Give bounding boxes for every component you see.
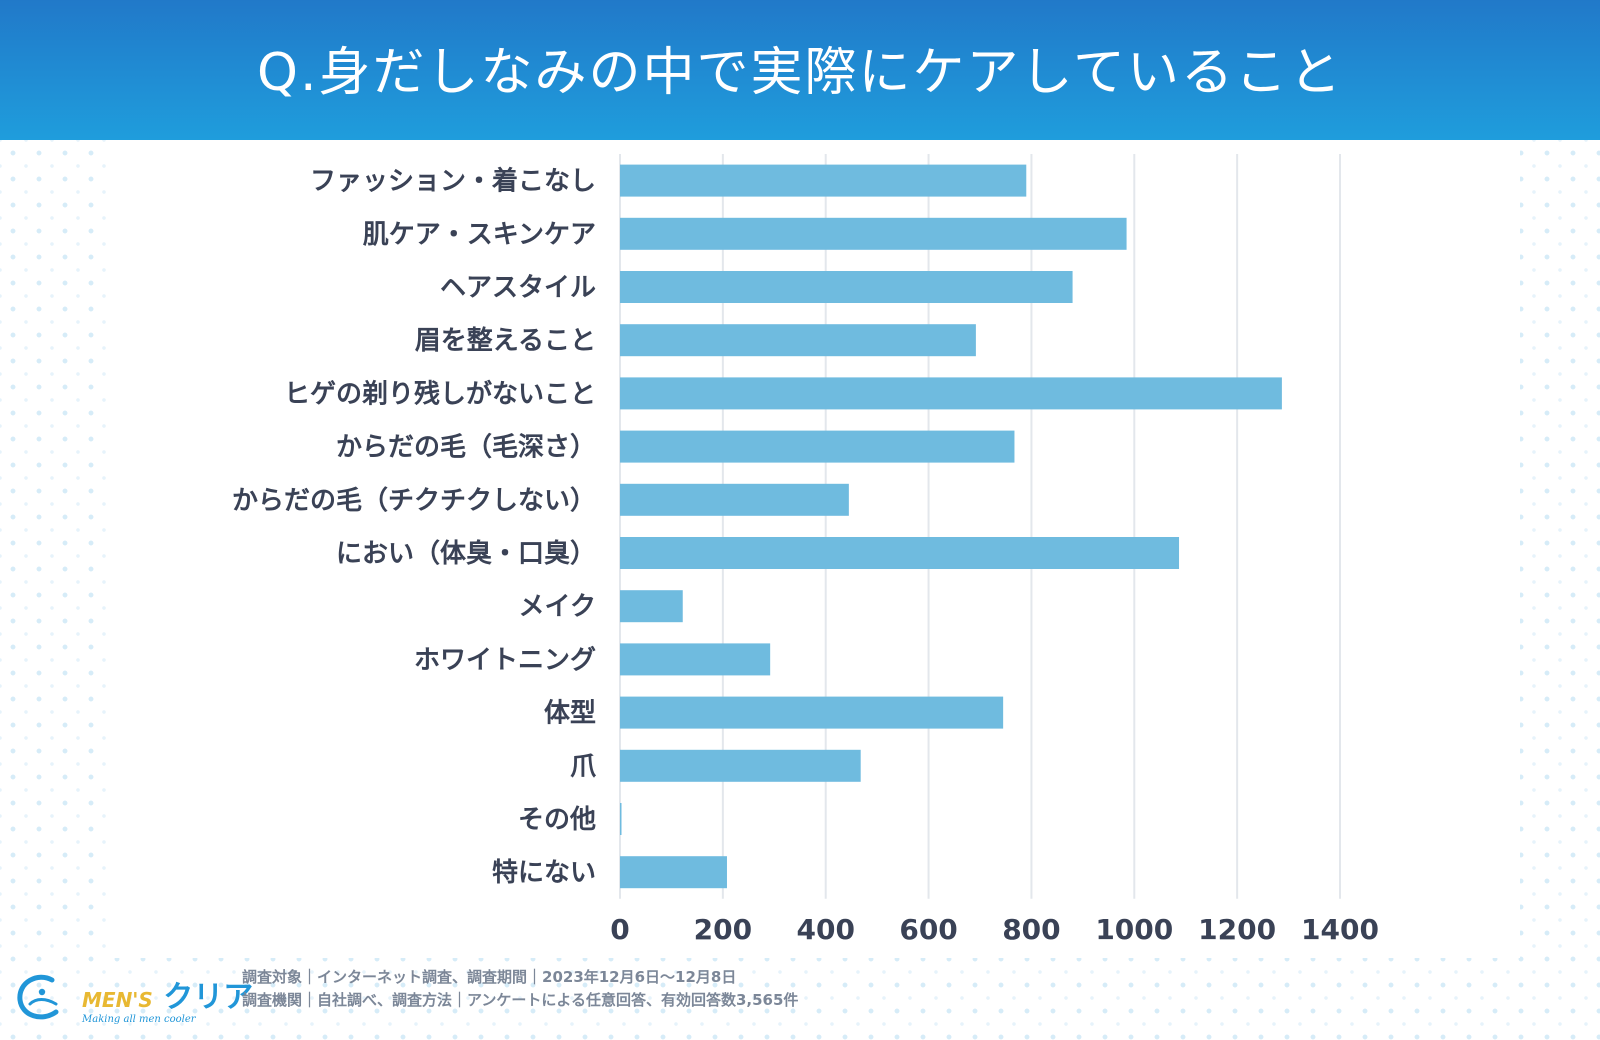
- bar: [620, 271, 1073, 303]
- category-label: からだの毛（チクチクしない）: [232, 486, 596, 516]
- x-tick-label: 800: [1002, 913, 1060, 946]
- category-label: ヒゲの剃り残しがないこと: [284, 378, 596, 409]
- x-tick-label: 400: [796, 913, 854, 946]
- bar-chart: ファッション・着こなし肌ケア・スキンケアヘアスタイル眉を整えることヒゲの剃り残し…: [232, 154, 1379, 946]
- x-tick-label: 600: [899, 913, 957, 946]
- logo-clear: クリア: [163, 980, 254, 1015]
- category-label: ホワイトニング: [414, 645, 596, 675]
- x-tick-label: 200: [694, 913, 752, 946]
- category-label: からだの毛（毛深さ）: [336, 433, 596, 463]
- category-label: 特にない: [492, 857, 596, 888]
- x-tick-label: 1200: [1198, 913, 1276, 946]
- footer: MEN'S クリア Making all men cooler 調査対象｜インタ…: [0, 958, 1600, 1040]
- bar: [620, 856, 727, 889]
- logo-mark-icon: [17, 974, 59, 1020]
- bar: [620, 803, 622, 835]
- bar: [620, 537, 1180, 569]
- category-label: その他: [518, 805, 596, 835]
- bar: [620, 217, 1127, 250]
- bar: [620, 749, 861, 782]
- category-label: 体型: [544, 699, 596, 729]
- page-title: Q.身だしなみの中で実際にケアしていること: [257, 43, 1343, 103]
- category-label: 肌ケア・スキンケア: [363, 220, 596, 250]
- category-label: ヘアスタイル: [440, 273, 596, 303]
- bar: [620, 324, 976, 357]
- bar: [620, 696, 1004, 729]
- survey-notes: 調査対象｜インターネット調査、調査期間｜2023年12月6日〜12月8日 調査機…: [242, 966, 798, 1012]
- survey-note-1: 調査対象｜インターネット調査、調査期間｜2023年12月6日〜12月8日: [242, 968, 737, 986]
- category-label: 爪: [570, 752, 597, 782]
- logo-mens: MEN'S: [82, 988, 153, 1012]
- bar: [620, 430, 1015, 463]
- survey-note-2: 調査機関｜自社調べ、調査方法｜アンケートによる任意回答、有効回答数3,565件: [242, 991, 799, 1009]
- x-tick-label: 1400: [1301, 913, 1379, 946]
- logo-tagline: Making all men cooler: [82, 1014, 196, 1025]
- category-label: メイク: [519, 592, 596, 622]
- x-tick-label: 1000: [1095, 913, 1173, 946]
- chart-panel: ファッション・着こなし肌ケア・スキンケアヘアスタイル眉を整えることヒゲの剃り残し…: [110, 140, 1520, 958]
- bar: [620, 483, 849, 516]
- bar: [620, 643, 771, 676]
- category-label: 眉を整えること: [415, 325, 596, 356]
- category-label: におい（体臭・口臭）: [336, 539, 596, 569]
- brand-logo: MEN'S クリア Making all men cooler: [12, 964, 253, 1030]
- header-banner: Q.身だしなみの中で実際にケアしていること: [0, 0, 1600, 140]
- category-label: ファッション・着こなし: [310, 166, 596, 197]
- bar: [620, 377, 1282, 410]
- bar: [620, 590, 683, 623]
- x-tick-label: 0: [610, 913, 629, 946]
- logo-wordmark: MEN'S クリア: [82, 972, 253, 1016]
- bar: [620, 164, 1027, 197]
